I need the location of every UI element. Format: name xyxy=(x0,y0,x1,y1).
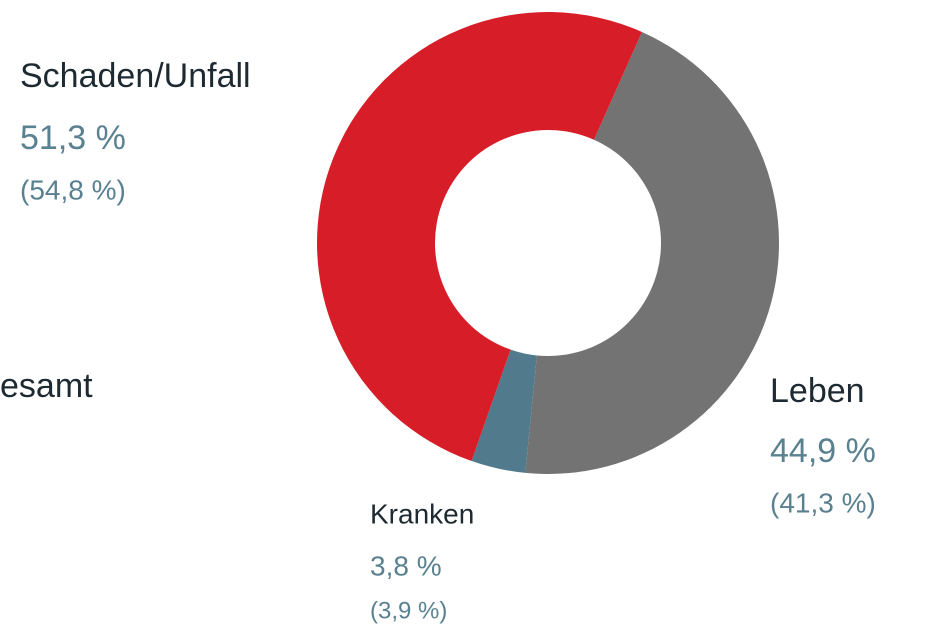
segment-value: 3,8 % xyxy=(370,550,442,581)
segment-value: 44,9 % xyxy=(770,432,876,470)
donut-segment xyxy=(317,12,642,461)
segment-name: Leben xyxy=(770,372,865,410)
segment-name: Schaden/Unfall xyxy=(20,57,251,95)
center-label: esamt xyxy=(0,367,93,405)
segment-prior-value: (41,3 %) xyxy=(770,487,876,518)
segment-prior-value: (3,9 %) xyxy=(370,597,447,624)
segment-name: Kranken xyxy=(370,498,474,529)
donut-segment xyxy=(471,349,537,473)
donut-segment xyxy=(525,31,780,475)
segment-value: 51,3 % xyxy=(20,119,126,157)
segment-prior-value: (54,8 %) xyxy=(20,174,126,205)
